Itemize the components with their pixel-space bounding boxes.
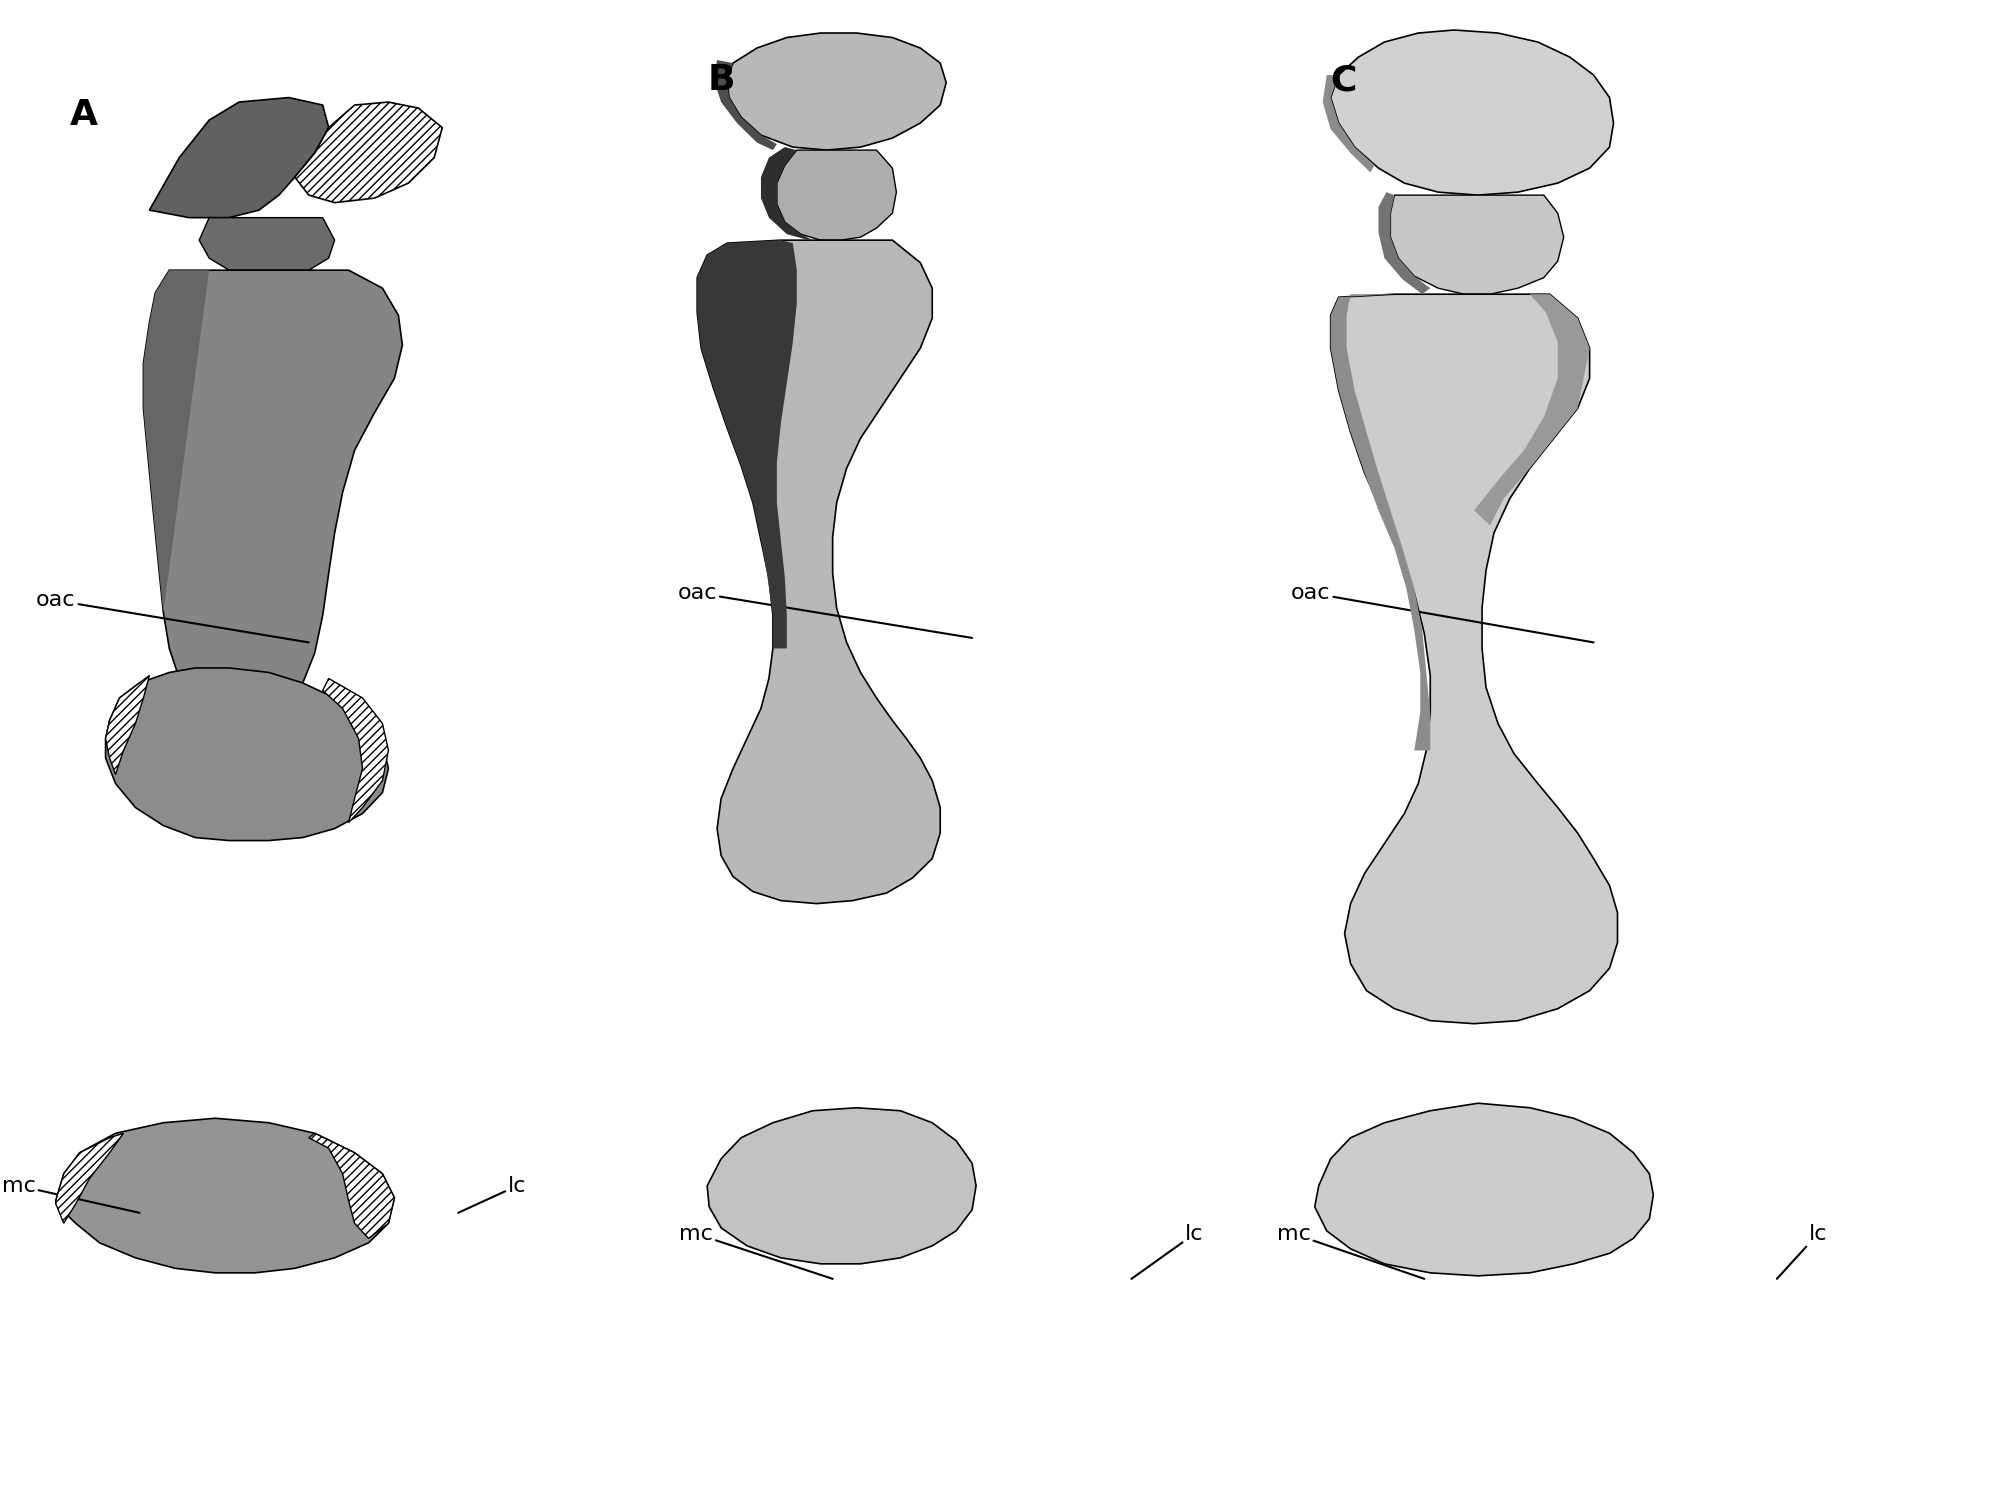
Polygon shape <box>309 1133 394 1238</box>
Polygon shape <box>713 60 777 150</box>
Text: mc: mc <box>1277 1223 1424 1279</box>
Polygon shape <box>1323 75 1374 173</box>
Text: lc: lc <box>458 1175 526 1213</box>
Polygon shape <box>697 240 797 648</box>
Text: oac: oac <box>36 590 309 642</box>
Text: oac: oac <box>1291 582 1594 642</box>
Polygon shape <box>143 270 402 723</box>
Polygon shape <box>1474 294 1590 525</box>
Polygon shape <box>1390 195 1564 294</box>
Text: lc: lc <box>1131 1223 1203 1279</box>
Polygon shape <box>149 98 329 218</box>
Polygon shape <box>56 1133 124 1223</box>
Polygon shape <box>56 1118 394 1273</box>
Polygon shape <box>1378 192 1430 294</box>
Polygon shape <box>1315 1103 1653 1276</box>
Polygon shape <box>1331 30 1614 195</box>
Polygon shape <box>106 675 149 775</box>
Text: lc: lc <box>1777 1223 1827 1279</box>
Text: mc: mc <box>2 1175 139 1213</box>
Text: oac: oac <box>677 582 972 638</box>
Polygon shape <box>1331 294 1430 750</box>
Polygon shape <box>106 668 388 841</box>
Text: B: B <box>707 63 735 98</box>
Polygon shape <box>707 1108 976 1264</box>
Text: A: A <box>70 98 98 132</box>
Polygon shape <box>199 218 335 270</box>
Polygon shape <box>143 270 209 612</box>
Polygon shape <box>323 678 388 823</box>
Polygon shape <box>295 102 442 203</box>
Polygon shape <box>777 150 896 240</box>
Text: C: C <box>1331 63 1357 98</box>
Polygon shape <box>727 33 946 150</box>
Polygon shape <box>761 147 813 240</box>
Polygon shape <box>697 240 940 904</box>
Text: mc: mc <box>679 1223 833 1279</box>
Polygon shape <box>1331 294 1618 1024</box>
